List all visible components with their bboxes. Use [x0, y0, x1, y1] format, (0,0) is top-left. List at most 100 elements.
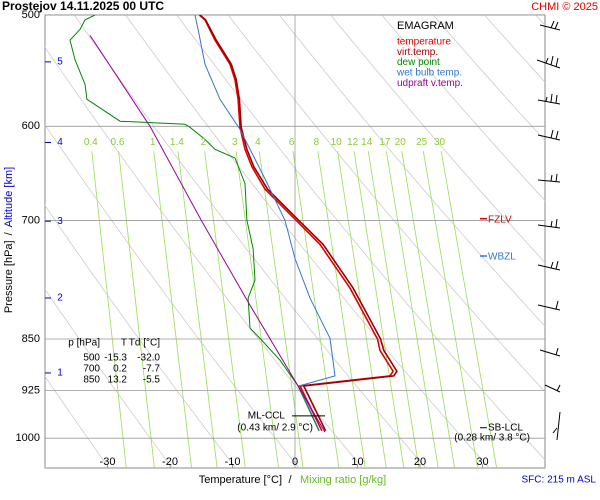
ccl-detail: (0.43 km/ 2.9 °C): [237, 422, 313, 433]
mixing-ratio-line: [440, 151, 498, 468]
table-cell: 850: [83, 375, 100, 386]
wind-barb: [537, 260, 561, 271]
table-cell: -5.5: [143, 375, 161, 386]
mixing-ratio-line: [204, 151, 246, 468]
table-header: Td [°C]: [129, 338, 160, 349]
mixing-ratio-label: 0.4: [84, 137, 98, 148]
lcl-label: SB-LCL: [488, 422, 523, 433]
mixing-ratio-line: [367, 151, 420, 468]
y2-tick-label: 5: [57, 57, 63, 68]
mixing-ratio-line: [353, 151, 405, 468]
x-tick-label: 20: [414, 456, 426, 468]
y2-tick-label: 3: [57, 216, 63, 227]
dry-adiabat: [330, 15, 545, 264]
mixing-ratio-line: [91, 151, 127, 468]
legend-entry: temperature: [397, 37, 451, 48]
x-axis-label: Temperature [°C]: [199, 474, 282, 486]
dry-adiabat: [587, 15, 600, 468]
mixing-ratio-line: [385, 151, 439, 468]
mixing-ratio-label: 17: [379, 137, 391, 148]
x-tick-label: 30: [476, 456, 488, 468]
x2-axis-label: Mixing ratio [g/kg]: [300, 474, 386, 486]
mixing-ratio-label: 14: [361, 137, 373, 148]
chart-title: Prostejov 14.11.2025 00 UTC: [2, 0, 164, 13]
mixing-ratio-line: [118, 151, 155, 468]
mixing-ratio-line: [235, 151, 279, 468]
mixing-ratio-line: [401, 151, 456, 468]
legend-title: EMAGRAM: [397, 20, 454, 32]
y-axis-label-part: /: [3, 231, 15, 235]
dry-adiabat: [74, 15, 427, 468]
mixing-ratio-line: [422, 151, 478, 468]
mixing-ratio-label: 0.6: [111, 137, 125, 148]
dry-adiabat: [45, 375, 110, 468]
y-tick-label: 500: [22, 9, 40, 21]
table-cell: -32.0: [137, 353, 160, 364]
legend-entry: udpraft v.temp.: [397, 78, 463, 89]
y-axis-label: Pressure [hPa] / Altitude [km]: [3, 167, 15, 313]
dry-adiabat: [381, 15, 545, 202]
mixing-ratio-line: [317, 151, 366, 468]
table-cell: 13.2: [108, 375, 128, 386]
profile-line: [69, 15, 320, 432]
y-tick-label: 700: [22, 214, 40, 226]
x-tick-label: -10: [225, 456, 241, 468]
table-header: T: [121, 338, 127, 349]
x-tick-label: 0: [292, 456, 298, 468]
profile-line: [198, 15, 395, 432]
wind-barb: [536, 55, 561, 69]
y-tick-label: 925: [22, 385, 40, 397]
mixing-ratio-label: 8: [314, 137, 320, 148]
legend-entry: wet bulb temp.: [396, 68, 462, 79]
profiles: [69, 15, 398, 433]
mixing-ratio-label: 30: [434, 137, 446, 148]
table-cell: -7.7: [143, 364, 161, 375]
surface-info: SFC: 215 m ASL: [522, 475, 597, 486]
wind-barb: [544, 384, 561, 393]
level-label: FZLV: [488, 214, 512, 225]
y2-tick-label: 4: [57, 137, 63, 148]
mixing-ratio-label: 25: [416, 137, 428, 148]
profile-line: [199, 15, 398, 432]
profile-line: [194, 15, 336, 432]
dry-adiabat: [227, 15, 545, 393]
x-tick-label: 10: [351, 456, 363, 468]
lcl-detail: (0.28 km/ 3.8 °C): [454, 432, 530, 443]
wind-barbs: [536, 20, 561, 441]
wind-barb: [539, 347, 561, 357]
y-tick-label: 850: [22, 333, 40, 345]
wind-barb: [537, 300, 561, 311]
y2-tick-label: 1: [57, 368, 63, 379]
background-lines: [45, 15, 600, 468]
y-tick-label: 1000: [16, 432, 40, 444]
dry-adiabat: [45, 204, 236, 468]
wind-barb: [539, 20, 561, 31]
ccl-label: ML-CCL: [248, 410, 286, 421]
y2-tick-label: 2: [57, 293, 63, 304]
wind-barb: [537, 173, 561, 183]
mixing-ratio-label: 1: [150, 137, 156, 148]
level-label: WBZL: [488, 252, 516, 263]
y-axis-label-part: Pressure [hPa]: [3, 240, 15, 313]
mixing-ratio-label: 10: [331, 137, 343, 148]
wind-barb: [537, 218, 561, 229]
table-header: p [hPa]: [68, 338, 100, 349]
dry-adiabat: [432, 15, 545, 142]
mixing-ratio-label: 3: [232, 137, 238, 148]
x-tick-label: -20: [162, 456, 178, 468]
mixing-ratio-label: 12: [347, 137, 359, 148]
mixing-ratio-label: 2: [201, 137, 207, 148]
mixing-ratio-line: [258, 151, 304, 468]
legend-entry: virt.temp.: [397, 47, 438, 58]
mixing-ratio-label: 4: [255, 137, 261, 148]
wind-barb: [537, 93, 561, 105]
table-cell: 700: [83, 364, 100, 375]
dry-adiabat: [45, 288, 173, 468]
table-cell: 500: [83, 353, 100, 364]
x-axis-separator: /: [288, 474, 292, 486]
credit: CHMI © 2025: [531, 1, 598, 13]
dry-adiabat: [45, 124, 300, 468]
y-tick-label: 600: [22, 120, 40, 132]
profile-line: [89, 35, 326, 433]
